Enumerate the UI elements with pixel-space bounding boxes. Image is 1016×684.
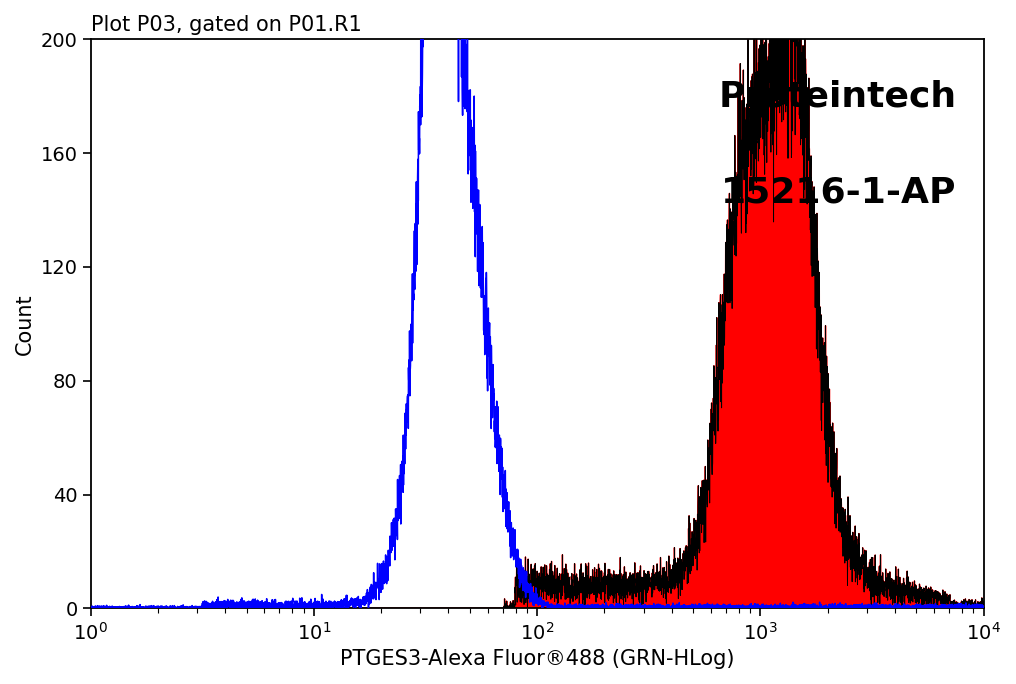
Text: Proteintech: Proteintech	[718, 79, 957, 113]
Text: Plot P03, gated on P01.R1: Plot P03, gated on P01.R1	[90, 15, 362, 35]
Y-axis label: Count: Count	[15, 293, 35, 355]
X-axis label: PTGES3-Alexa Fluor®488 (GRN-HLog): PTGES3-Alexa Fluor®488 (GRN-HLog)	[340, 649, 735, 669]
Text: 15216-1-AP: 15216-1-AP	[721, 176, 957, 210]
